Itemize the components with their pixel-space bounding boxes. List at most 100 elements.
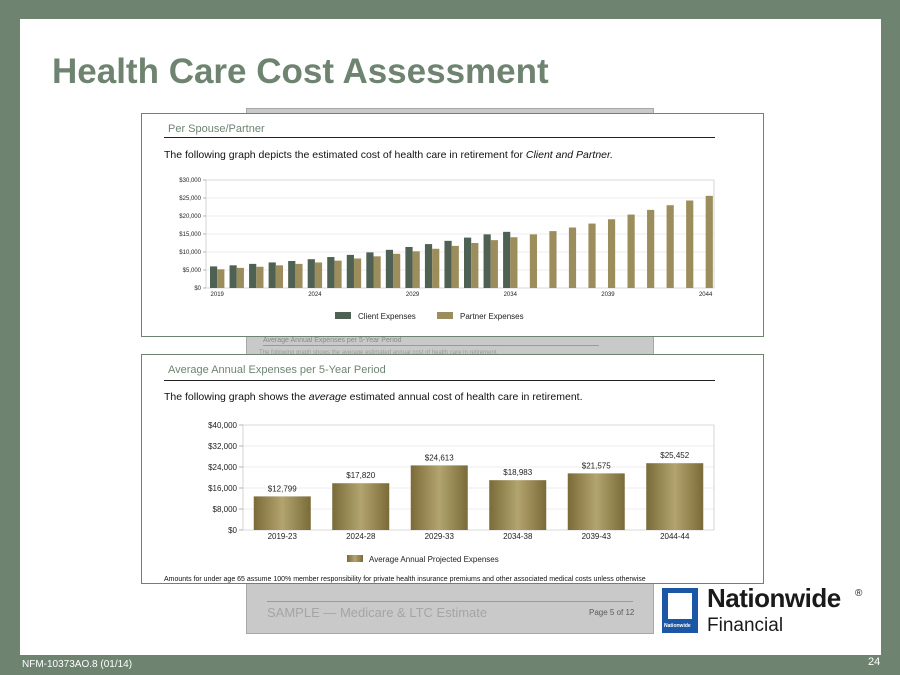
- chart1-bar-partner: [432, 248, 440, 288]
- background-document-heading: Average Annual Expenses per 5-Year Perio…: [263, 337, 402, 344]
- nationwide-logo-icon: Nationwide: [662, 588, 698, 633]
- chart1-bar-partner: [549, 231, 557, 288]
- chart1-bar-partner: [647, 209, 655, 288]
- chart1-description: The following graph depicts the estimate…: [164, 149, 613, 161]
- footer-document-code: NFM-10373AO.8 (01/14): [22, 659, 133, 670]
- chart1-x-tick-label: 2019: [211, 292, 225, 298]
- chart1-x-tick-label: 2044: [699, 292, 713, 298]
- chart2-data-label: $21,575: [582, 461, 611, 470]
- slide-page-number: 24: [868, 656, 881, 668]
- chart2-data-label: $24,613: [425, 453, 454, 462]
- chart1-bar-client: [464, 237, 472, 288]
- nationwide-logo-label: Nationwide: [664, 623, 691, 629]
- chart2-x-tick-label: 2039-43: [582, 532, 612, 541]
- chart2-description-emphasis: average: [308, 391, 347, 403]
- chart2-data-label: $25,452: [660, 451, 689, 460]
- chart2-bar: [646, 463, 704, 530]
- chart1-legend-label-client: Client Expenses: [358, 312, 416, 321]
- slide-title: Health Care Cost Assessment: [52, 52, 549, 91]
- chart1-bar-partner: [275, 265, 284, 288]
- chart2-x-tick-label: 2024-28: [346, 532, 376, 541]
- chart2-y-tick-label: $40,000: [208, 421, 237, 430]
- chart1-bar-client: [444, 240, 452, 288]
- chart2-x-tick-label: 2034-38: [503, 532, 533, 541]
- client-partner-chart-panel: Per Spouse/Partner The following graph d…: [141, 113, 764, 337]
- chart1-bar-partner: [373, 256, 381, 288]
- average-annual-bar-chart: $0 $8,000 $16,000 $24,000 $32,000 $40,000 $12,…: [208, 421, 715, 564]
- chart1-bar-client: [405, 246, 413, 288]
- chart1-y-tick-label: $15,000: [179, 232, 201, 238]
- chart1-header: Per Spouse/Partner: [168, 123, 265, 135]
- chart2-y-tick-label: $32,000: [208, 442, 237, 451]
- background-document-footer: SAMPLE — Medicare & LTC Estimate: [267, 605, 488, 620]
- chart2-data-label: $12,799: [268, 484, 297, 493]
- chart1-bar-partner: [666, 205, 674, 288]
- chart2-y-tick-label: $0: [228, 526, 237, 535]
- chart2-y-tick-label: $24,000: [208, 463, 237, 472]
- chart1-bar-partner: [568, 227, 577, 288]
- chart1-bar-client: [288, 261, 296, 288]
- chart2-bar: [489, 480, 547, 530]
- chart2-x-tick-label: 2019-23: [268, 532, 298, 541]
- chart1-bar-partner: [393, 253, 401, 288]
- average-annual-chart-panel: Average Annual Expenses per 5-Year Perio…: [141, 354, 764, 584]
- chart2-legend-swatch: [347, 555, 363, 562]
- chart1-description-emphasis: Client and Partner.: [525, 149, 614, 161]
- chart2-x-tick-label: 2029-33: [425, 532, 455, 541]
- chart2-legend-label: Average Annual Projected Expenses: [369, 555, 499, 564]
- chart1-bar-partner: [236, 267, 244, 288]
- chart2-x-tick-label: 2044-44: [660, 532, 690, 541]
- chart1-bar-partner: [529, 234, 538, 288]
- chart2-description: The following graph shows the average es…: [164, 391, 583, 403]
- background-document-text: The following graph shows the average es…: [259, 350, 499, 356]
- chart1-bar-partner: [314, 262, 323, 288]
- chart2-data-label: $18,983: [503, 468, 532, 477]
- chart1-y-tick-label: $30,000: [179, 178, 201, 184]
- chart2-bar: [332, 483, 390, 530]
- chart1-bar-client: [385, 249, 394, 288]
- brand-registered-mark: ®: [855, 588, 863, 599]
- chart1-y-tick-label: $5,000: [183, 268, 202, 274]
- chart1-bar-partner: [295, 263, 303, 288]
- chart2-data-label: $17,820: [346, 471, 375, 480]
- chart1-bar-partner: [627, 214, 635, 288]
- chart1-bar-partner: [705, 195, 713, 288]
- chart2-bar: [410, 465, 468, 530]
- chart2-bar: [567, 473, 625, 530]
- chart1-y-tick-label: $20,000: [179, 214, 201, 220]
- chart1-legend-label-partner: Partner Expenses: [460, 312, 524, 321]
- chart1-legend-swatch-partner: [437, 312, 453, 319]
- brand-subtitle: Financial: [707, 615, 784, 636]
- chart1-bar-partner: [490, 240, 498, 288]
- background-document-rule: [263, 345, 599, 346]
- nationwide-logo-mark: [668, 593, 692, 619]
- client-partner-bar-chart: $0 $5,000 $10,000 $15,000 $20,000 $25,000 $30,…: [179, 178, 715, 321]
- chart2-plot-frame: [242, 424, 715, 531]
- chart1-x-tick-label: 2034: [504, 292, 518, 298]
- chart1-bar-client: [249, 263, 257, 288]
- chart1-bar-client: [483, 234, 491, 288]
- chart1-bar-client: [307, 259, 315, 288]
- brand-name: Nationwide: [707, 583, 841, 613]
- chart1-description-text: The following graph depicts the estimate…: [164, 149, 526, 161]
- chart1-y-tick-label: $25,000: [179, 196, 201, 202]
- chart1-bar-client: [503, 231, 511, 288]
- chart2-description-text: The following graph shows the: [164, 391, 309, 403]
- chart2-bar: [253, 496, 311, 530]
- background-document-page-label: Page 5 of 12: [589, 608, 635, 617]
- chart1-x-tick-label: 2024: [308, 292, 322, 298]
- chart1-bar-partner: [588, 223, 596, 288]
- chart1-bar-client: [327, 257, 335, 288]
- chart1-bar-client: [210, 266, 218, 288]
- chart1-bar-partner: [334, 260, 342, 288]
- chart1-x-tick-label: 2039: [601, 292, 615, 298]
- chart1-y-tick-label: $0: [194, 286, 201, 292]
- chart1-bar-partner: [256, 266, 264, 288]
- chart1-bar-partner: [471, 243, 479, 288]
- chart2-footnote: Amounts for under age 65 assume 100% mem…: [164, 576, 646, 583]
- chart2-header: Average Annual Expenses per 5-Year Perio…: [168, 364, 386, 376]
- chart1-legend-swatch-client: [335, 312, 351, 319]
- chart2-y-tick-label: $8,000: [213, 505, 238, 514]
- chart1-bar-partner: [217, 269, 225, 288]
- chart1-bar-client: [229, 265, 237, 288]
